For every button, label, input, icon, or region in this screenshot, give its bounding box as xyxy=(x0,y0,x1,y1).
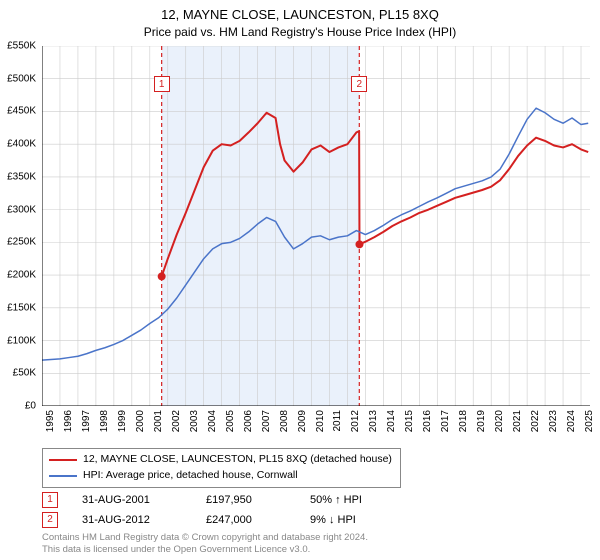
sale-row: 1 31-AUG-2001 £197,950 50% ↑ HPI xyxy=(42,490,390,510)
sale-price: £197,950 xyxy=(206,494,286,506)
y-axis-ticks: £0£50K£100K£150K£200K£250K£300K£350K£400… xyxy=(0,46,40,406)
x-tick: 2007 xyxy=(261,410,272,432)
y-tick: £300K xyxy=(7,204,36,215)
x-tick: 2000 xyxy=(135,410,146,432)
sale-row: 2 31-AUG-2012 £247,000 9% ↓ HPI xyxy=(42,510,390,530)
y-tick: £400K xyxy=(7,139,36,150)
sale-date: 31-AUG-2001 xyxy=(82,494,182,506)
chart-svg xyxy=(42,46,590,406)
legend-label-address: 12, MAYNE CLOSE, LAUNCESTON, PL15 8XQ (d… xyxy=(83,452,392,468)
legend-label-hpi: HPI: Average price, detached house, Corn… xyxy=(83,468,298,484)
x-tick: 1997 xyxy=(81,410,92,432)
legend-swatch-address xyxy=(49,459,77,461)
chart-legend: 12, MAYNE CLOSE, LAUNCESTON, PL15 8XQ (d… xyxy=(42,448,401,488)
x-tick: 2023 xyxy=(548,410,559,432)
chart-title: 12, MAYNE CLOSE, LAUNCESTON, PL15 8XQ xyxy=(0,0,600,24)
x-tick: 2004 xyxy=(207,410,218,432)
footer-line1: Contains HM Land Registry data © Crown c… xyxy=(42,532,368,544)
sale-marker-box: 2 xyxy=(42,512,58,528)
y-tick: £100K xyxy=(7,335,36,346)
chart-subtitle: Price paid vs. HM Land Registry's House … xyxy=(0,24,600,45)
x-axis-ticks: 1995 1996 1997 1998 1999 2000 2001 2002 2003 2004… xyxy=(42,408,590,448)
footer-line2: This data is licensed under the Open Gov… xyxy=(42,544,368,556)
legend-swatch-hpi xyxy=(49,475,77,477)
x-tick: 2012 xyxy=(350,410,361,432)
x-tick: 2001 xyxy=(153,410,164,432)
y-tick: £450K xyxy=(7,106,36,117)
x-tick: 2005 xyxy=(225,410,236,432)
y-tick: £500K xyxy=(7,73,36,84)
x-tick: 1996 xyxy=(63,410,74,432)
x-tick: 2009 xyxy=(297,410,308,432)
x-tick: 2010 xyxy=(315,410,326,432)
y-tick: £250K xyxy=(7,237,36,248)
x-tick: 2020 xyxy=(494,410,505,432)
sale-marker-box: 1 xyxy=(42,492,58,508)
y-tick: £350K xyxy=(7,171,36,182)
legend-row-hpi: HPI: Average price, detached house, Corn… xyxy=(49,468,392,484)
x-tick: 1999 xyxy=(117,410,128,432)
y-tick: £0 xyxy=(25,401,36,412)
sale-marker-2: 2 xyxy=(351,76,367,92)
x-tick: 2002 xyxy=(171,410,182,432)
y-tick: £150K xyxy=(7,302,36,313)
x-tick: 2018 xyxy=(458,410,469,432)
y-tick: £50K xyxy=(13,368,36,379)
x-tick: 2013 xyxy=(368,410,379,432)
x-tick: 2011 xyxy=(332,410,343,432)
sale-delta: 9% ↓ HPI xyxy=(310,514,390,526)
sale-marker-1: 1 xyxy=(154,76,170,92)
y-tick: £550K xyxy=(7,41,36,52)
x-tick: 1998 xyxy=(99,410,110,432)
x-tick: 2006 xyxy=(243,410,254,432)
chart-plot-area: 12 xyxy=(42,46,590,406)
x-tick: 2024 xyxy=(566,410,577,432)
sale-delta: 50% ↑ HPI xyxy=(310,494,390,506)
x-tick: 2003 xyxy=(189,410,200,432)
x-tick: 2025 xyxy=(584,410,595,432)
x-tick: 2015 xyxy=(404,410,415,432)
legend-row-address: 12, MAYNE CLOSE, LAUNCESTON, PL15 8XQ (d… xyxy=(49,452,392,468)
x-tick: 2016 xyxy=(422,410,433,432)
x-tick: 1995 xyxy=(45,410,56,432)
x-tick: 2022 xyxy=(530,410,541,432)
sales-block: 1 31-AUG-2001 £197,950 50% ↑ HPI 2 31-AUG-201… xyxy=(42,490,390,530)
x-tick: 2019 xyxy=(476,410,487,432)
x-tick: 2017 xyxy=(440,410,451,432)
sale-price: £247,000 xyxy=(206,514,286,526)
x-tick: 2014 xyxy=(386,410,397,432)
footer-attribution: Contains HM Land Registry data © Crown c… xyxy=(42,532,368,556)
sale-date: 31-AUG-2012 xyxy=(82,514,182,526)
y-tick: £200K xyxy=(7,270,36,281)
x-tick: 2021 xyxy=(512,410,523,432)
x-tick: 2008 xyxy=(279,410,290,432)
